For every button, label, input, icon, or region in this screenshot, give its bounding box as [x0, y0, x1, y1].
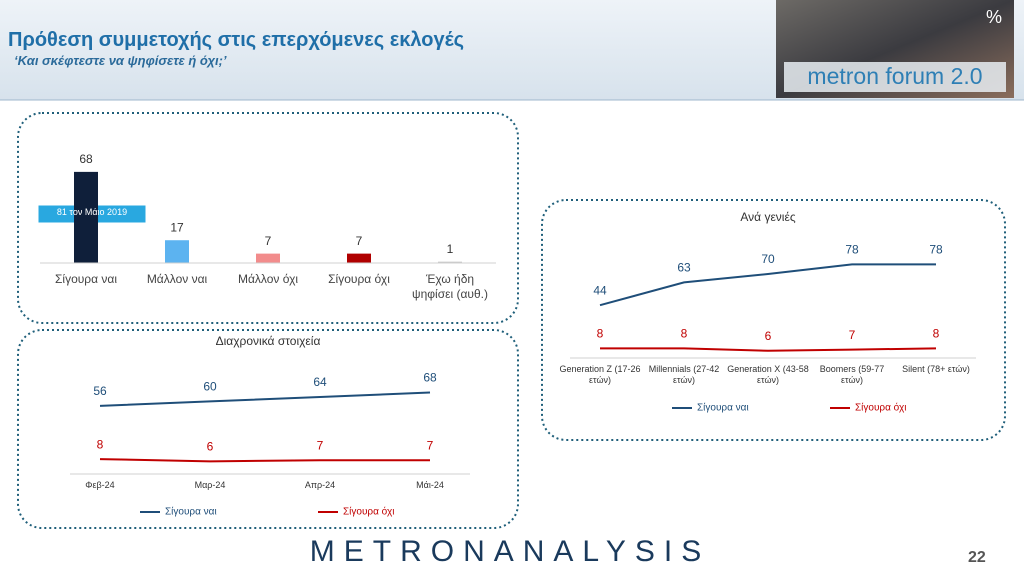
value-label: 7: [427, 438, 434, 452]
bar: [165, 240, 189, 263]
value-label: 56: [93, 384, 107, 398]
page-number: 22: [968, 549, 986, 566]
value-label: 7: [317, 438, 324, 452]
x-tick-label: Μαρ-24: [194, 480, 226, 490]
x-tick-label: Generation Z (17-26 ετών): [559, 364, 641, 386]
value-label: 17: [170, 220, 184, 234]
value-label: 8: [681, 327, 688, 341]
value-label: 68: [423, 371, 437, 385]
value-label: 60: [203, 380, 217, 394]
logo-text: metron forum 2.0: [807, 63, 983, 89]
x-tick-label: Generation X (43-58 ετών): [727, 364, 809, 386]
x-tick-label: Silent (78+ ετών): [902, 364, 970, 374]
panel: [17, 329, 519, 529]
series-line: [99, 391, 431, 407]
series-line: [599, 263, 936, 307]
chart-title: Ανά γενιές: [740, 210, 795, 224]
value-label: 7: [849, 328, 856, 342]
title: Πρόθεση συμμετοχής στις επερχόμενες εκλο…: [8, 29, 465, 51]
logo-strip: [784, 62, 1006, 92]
value-label: 6: [207, 440, 214, 454]
value-label: 6: [765, 329, 772, 343]
x-tick-label: Σίγουρα ναι: [54, 272, 118, 286]
x-tick-label: Απρ-24: [304, 480, 336, 490]
logo-mark: %: [986, 7, 1003, 27]
panel: [17, 112, 519, 324]
brand: METRONANALYSIS: [309, 535, 711, 568]
value-label: 7: [356, 234, 363, 248]
value-label: 8: [97, 437, 104, 451]
value-label: 63: [677, 261, 691, 275]
value-label: 7: [265, 234, 272, 248]
legend-label: Σίγουρα όχι: [343, 506, 394, 518]
value-label: 70: [761, 252, 775, 266]
x-tick-label: Boomers (59-77 ετών): [819, 364, 885, 386]
bar: [74, 171, 98, 263]
x-tick-label: Millennials (27-42 ετών): [648, 364, 720, 386]
series-line: [99, 458, 430, 463]
x-tick-label: Έχω ήδη ψηφίσει (αυθ.): [412, 272, 488, 301]
bar: [438, 261, 462, 263]
x-tick-label: Μάι-24: [416, 480, 444, 490]
legend-label: Σίγουρα ναι: [697, 402, 749, 414]
chart-title: Διαχρονικά στοιχεία: [216, 334, 321, 348]
bar: [347, 253, 371, 263]
subtitle: ‘Και σκέφτεστε να ψηφίσετε ή όχι;’: [14, 53, 227, 68]
value-label: 1: [447, 242, 454, 256]
value-label: 78: [929, 243, 943, 257]
bar: [256, 253, 280, 263]
value-label: 64: [313, 375, 327, 389]
series-line: [600, 347, 937, 352]
value-label: 68: [79, 152, 93, 166]
value-label: 78: [845, 243, 859, 257]
annotation: 81 τον Μάιο 2019: [56, 207, 128, 217]
value-label: 44: [593, 283, 607, 297]
x-tick-label: Μάλλον ναι: [146, 272, 208, 286]
value-label: 8: [933, 327, 940, 341]
x-tick-label: Μάλλον όχι: [237, 272, 299, 286]
value-label: 8: [597, 327, 604, 341]
legend-label: Σίγουρα όχι: [855, 402, 906, 414]
legend-label: Σίγουρα ναι: [165, 506, 217, 518]
x-tick-label: Σίγουρα όχι: [328, 272, 390, 286]
panel: [541, 199, 1006, 441]
x-tick-label: Φεβ-24: [85, 480, 115, 490]
